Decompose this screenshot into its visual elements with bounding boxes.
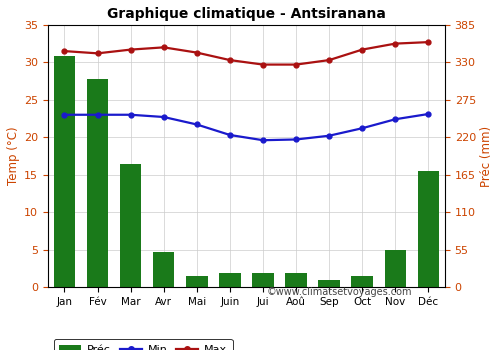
- Y-axis label: Temp (°C): Temp (°C): [7, 127, 20, 185]
- Bar: [286, 273, 307, 287]
- Bar: [318, 280, 340, 287]
- Bar: [153, 252, 174, 287]
- Legend: Préc, Min, Max: Préc, Min, Max: [54, 339, 233, 350]
- Bar: [418, 171, 439, 287]
- Bar: [87, 79, 108, 287]
- Bar: [54, 56, 75, 287]
- Bar: [219, 273, 240, 287]
- Y-axis label: Préc (mm): Préc (mm): [480, 125, 493, 187]
- Title: Graphique climatique - Antsiranana: Graphique climatique - Antsiranana: [107, 7, 386, 21]
- Text: ©www.climatsetvoyages.com: ©www.climatsetvoyages.com: [266, 287, 412, 298]
- Bar: [384, 250, 406, 287]
- Bar: [352, 276, 373, 287]
- Bar: [120, 164, 142, 287]
- Bar: [252, 273, 274, 287]
- Bar: [186, 276, 208, 287]
